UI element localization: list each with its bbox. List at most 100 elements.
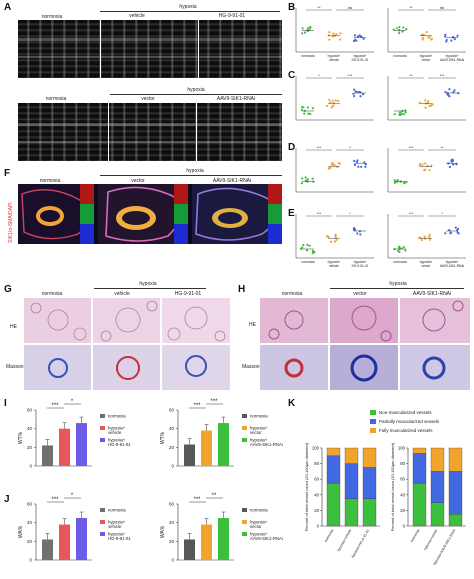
echo-divider bbox=[100, 20, 101, 78]
data-point bbox=[444, 33, 447, 36]
data-point bbox=[299, 247, 303, 250]
data-point bbox=[421, 38, 424, 41]
legend-label: HG-9-91-01 bbox=[108, 442, 131, 447]
panel-letter-c: C bbox=[288, 70, 296, 81]
legend-swatch bbox=[370, 428, 376, 433]
panel-a-label-vector: vector bbox=[141, 96, 155, 102]
data-point bbox=[300, 182, 303, 185]
bar bbox=[76, 518, 87, 560]
x-tick-label: hypoxia+ bbox=[354, 54, 367, 58]
legend-label: vector bbox=[250, 524, 262, 529]
stacked-bar-segment bbox=[326, 455, 341, 484]
data-point bbox=[302, 243, 305, 247]
legend-swatch bbox=[100, 508, 105, 512]
scatter-plot: ***** bbox=[387, 145, 466, 193]
data-point bbox=[306, 178, 309, 181]
data-point bbox=[309, 112, 312, 116]
data-point bbox=[311, 249, 314, 253]
data-point bbox=[421, 163, 424, 166]
scatter-plot: **** bbox=[295, 73, 374, 121]
data-point bbox=[334, 236, 337, 239]
data-point bbox=[330, 106, 333, 109]
data-point bbox=[364, 163, 367, 166]
data-point bbox=[393, 113, 396, 116]
significance-mark: * bbox=[349, 145, 351, 150]
data-point bbox=[404, 249, 407, 252]
data-point bbox=[326, 104, 329, 107]
significance-mark: *** bbox=[193, 497, 201, 503]
data-point bbox=[428, 235, 431, 238]
legend-label: AAV9-SIK1-RNAi bbox=[250, 536, 283, 541]
x-tick-label: hypoxia+ bbox=[328, 260, 341, 264]
significance-mark: *** bbox=[51, 497, 59, 503]
stacked-bar-segment bbox=[362, 467, 377, 499]
panel-f-label-vector: vector bbox=[131, 178, 145, 184]
stacked-bar-segment bbox=[448, 471, 463, 515]
legend-label: vehicle bbox=[108, 430, 122, 435]
data-point bbox=[364, 165, 367, 168]
legend-swatch bbox=[100, 426, 105, 430]
y-tick-label: 0 bbox=[403, 524, 406, 529]
scatter-plot: *** *normoxia hypoxia+vehiclehypoxia+HG-9-… bbox=[295, 211, 374, 268]
data-point bbox=[424, 99, 427, 102]
bracket-a-bottom bbox=[110, 94, 282, 95]
y-tick-label: 20 bbox=[169, 445, 175, 450]
significance-mark: * bbox=[441, 211, 443, 216]
stacked-bar-segment bbox=[448, 514, 463, 527]
data-point bbox=[405, 27, 408, 31]
data-point bbox=[448, 95, 451, 98]
y-tick-label: 40 bbox=[169, 520, 175, 525]
significance-mark: *** bbox=[317, 145, 322, 150]
data-point bbox=[327, 235, 330, 238]
panel-letter-g: G bbox=[4, 284, 12, 295]
x-tick-label: normoxia bbox=[393, 260, 406, 264]
data-point bbox=[456, 34, 459, 37]
echo-image-top bbox=[18, 20, 282, 78]
x-tick-label: AAV9-SIK1-RNAi bbox=[440, 264, 465, 268]
bar-chart: 0204060WT%****normoxiahypoxia+vehiclehyp… bbox=[18, 399, 131, 469]
legend-swatch bbox=[242, 508, 247, 512]
legend-swatch bbox=[100, 532, 105, 536]
panel-f-label-aav9: AAV9-SIK1-RNAi bbox=[212, 178, 252, 184]
legend-label: normoxia bbox=[108, 508, 126, 513]
panel-letter-b: B bbox=[288, 2, 296, 13]
scatter-plot: ***** bbox=[387, 73, 466, 121]
data-point bbox=[424, 168, 427, 171]
data-point bbox=[331, 35, 334, 38]
y-tick-label: 20 bbox=[400, 508, 405, 513]
panel-f-stain-label: SIK1/α-SMA/DAPI bbox=[8, 202, 14, 243]
panel-h-row-masson: Masson bbox=[242, 364, 260, 370]
stacked-bar-segment bbox=[344, 498, 359, 527]
echo-divider bbox=[108, 103, 109, 161]
y-tick-label: 40 bbox=[400, 492, 405, 497]
data-point bbox=[426, 164, 429, 167]
scatter-plot: *** *normoxia hypoxia+vectorhypoxia+AAV9-S… bbox=[387, 211, 466, 268]
panel-a-label-aav9: AAV9-SIK1-RNAi bbox=[216, 96, 256, 102]
y-axis-label: WA% bbox=[160, 525, 166, 538]
bracket-h bbox=[330, 288, 464, 289]
data-point bbox=[398, 28, 401, 32]
bar bbox=[201, 524, 212, 560]
legend-label: hypoxia+ bbox=[250, 438, 268, 443]
panel-g-row-masson: Masson bbox=[6, 364, 24, 370]
y-tick-label: 60 bbox=[314, 477, 319, 482]
legend-swatch bbox=[242, 438, 247, 442]
data-point bbox=[448, 228, 451, 232]
panel-a-group-top: hypoxia bbox=[179, 4, 197, 10]
legend-label: hypoxia+ bbox=[250, 532, 268, 537]
data-point bbox=[329, 101, 332, 104]
data-point bbox=[427, 99, 430, 103]
data-point bbox=[454, 226, 457, 229]
x-tick-label: vehicle bbox=[329, 58, 339, 62]
data-point bbox=[353, 88, 356, 91]
legend-label: hypoxia+ bbox=[250, 520, 268, 525]
data-point bbox=[402, 245, 406, 249]
y-tick-label: 0 bbox=[171, 464, 174, 469]
panel-a-label-normoxia-bottom: normoxia bbox=[45, 96, 67, 102]
data-point bbox=[457, 92, 460, 95]
bar bbox=[42, 445, 53, 466]
significance-mark: * bbox=[349, 211, 351, 216]
data-point bbox=[396, 178, 399, 181]
